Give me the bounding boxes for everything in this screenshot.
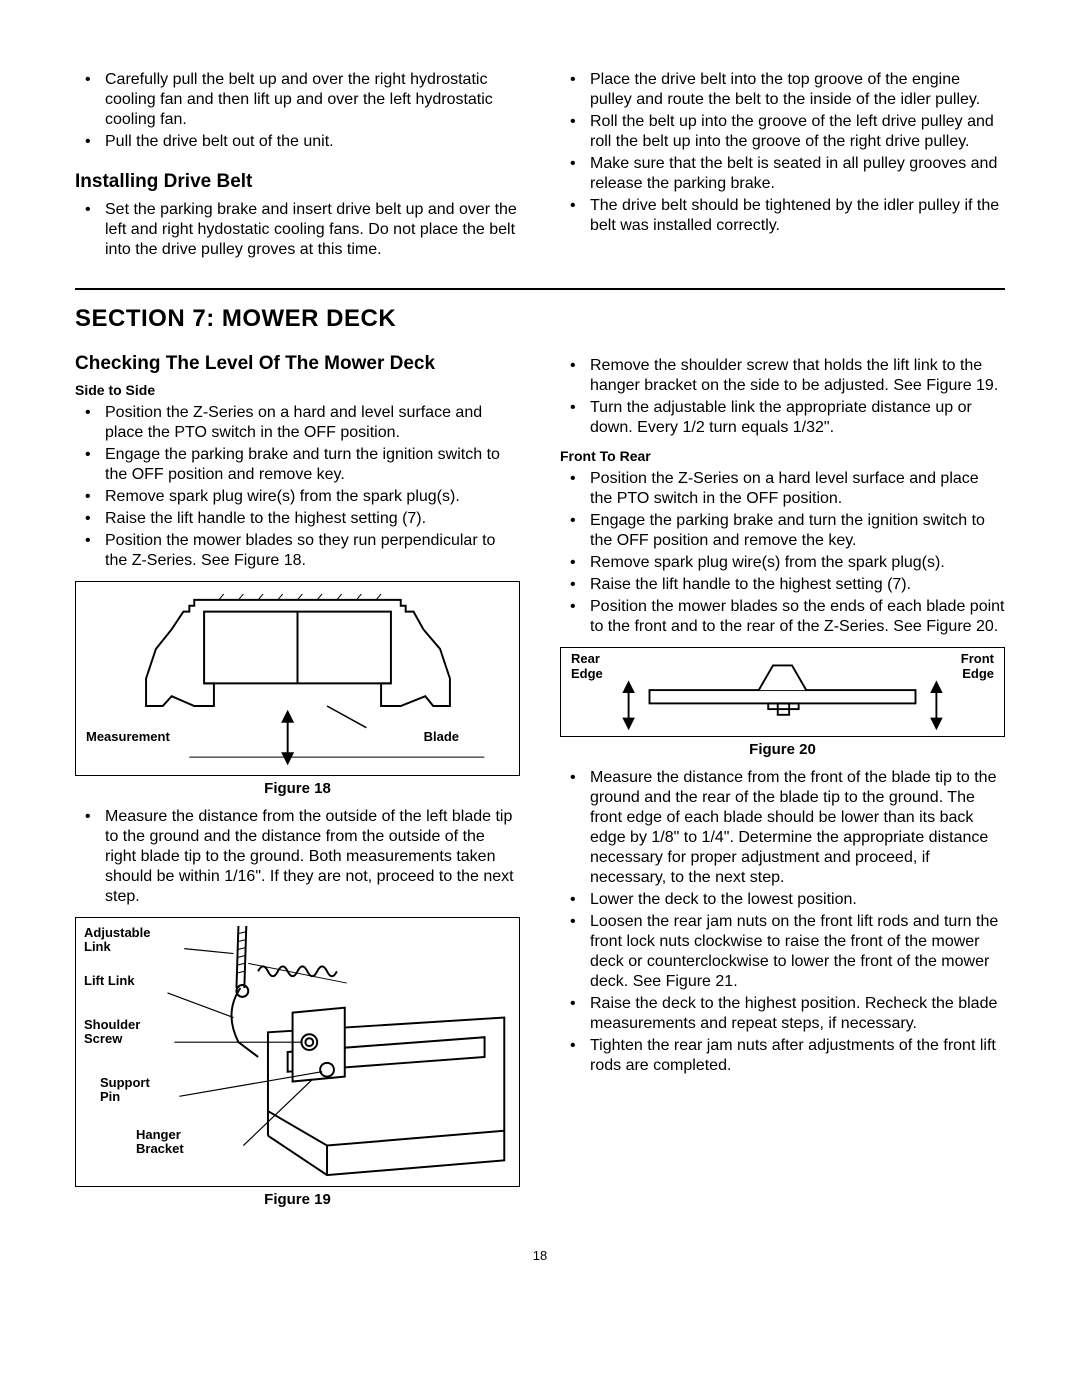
- fig19-shoulder-label: Shoulder Screw: [84, 1018, 154, 1047]
- list-item: Position the Z-Series on a hard level su…: [560, 469, 1005, 509]
- list-item: Remove the shoulder screw that holds the…: [560, 356, 1005, 396]
- front-to-rear-label: Front To Rear: [560, 448, 1005, 466]
- fig19-hanger-label: Hanger Bracket: [136, 1128, 206, 1157]
- front-list-after: Measure the distance from the front of t…: [560, 768, 1005, 1076]
- list-item: Measure the distance from the front of t…: [560, 768, 1005, 888]
- list-item: Make sure that the belt is seated in all…: [560, 154, 1005, 194]
- section-divider: [75, 288, 1005, 290]
- side-list: Position the Z-Series on a hard and leve…: [75, 403, 520, 571]
- checking-heading: Checking The Level Of The Mower Deck: [75, 352, 520, 376]
- top-left-list: Carefully pull the belt up and over the …: [75, 70, 520, 152]
- page-number: 18: [75, 1248, 1005, 1264]
- fig18-blade-label: Blade: [424, 729, 459, 745]
- side-to-side-label: Side to Side: [75, 382, 520, 400]
- list-item: Place the drive belt into the top groove…: [560, 70, 1005, 110]
- list-item: Loosen the rear jam nuts on the front li…: [560, 912, 1005, 992]
- figure-18-box: Measurement Blade: [75, 581, 520, 776]
- list-item: The drive belt should be tightened by th…: [560, 196, 1005, 236]
- list-item: Tighten the rear jam nuts after adjustme…: [560, 1036, 1005, 1076]
- top-left-col: Carefully pull the belt up and over the …: [75, 70, 520, 270]
- fig19-adjustable-label: Adjustable Link: [84, 926, 164, 955]
- list-item: Engage the parking brake and turn the ig…: [75, 445, 520, 485]
- figure-20-caption: Figure 20: [560, 741, 1005, 760]
- list-item: Lower the deck to the lowest position.: [560, 890, 1005, 910]
- installing-left-list: Set the parking brake and insert drive b…: [75, 200, 520, 260]
- list-item: Raise the lift handle to the highest set…: [75, 509, 520, 529]
- list-item: Pull the drive belt out of the unit.: [75, 132, 520, 152]
- section-title: SECTION 7: MOWER DECK: [75, 304, 1005, 334]
- figure-20-svg: [571, 654, 994, 730]
- list-item: Position the mower blades so the ends of…: [560, 597, 1005, 637]
- top-section: Carefully pull the belt up and over the …: [75, 70, 1005, 270]
- main-right-col: Remove the shoulder screw that holds the…: [560, 348, 1005, 1218]
- list-item: Carefully pull the belt up and over the …: [75, 70, 520, 130]
- figure-19-box: Adjustable Link Lift Link Shoulder Screw…: [75, 917, 520, 1187]
- list-item: Remove spark plug wire(s) from the spark…: [75, 487, 520, 507]
- after-fig18-list: Measure the distance from the outside of…: [75, 807, 520, 907]
- main-left-col: Checking The Level Of The Mower Deck Sid…: [75, 348, 520, 1218]
- right-top-list: Remove the shoulder screw that holds the…: [560, 356, 1005, 438]
- fig19-support-label: Support Pin: [100, 1076, 170, 1105]
- list-item: Remove spark plug wire(s) from the spark…: [560, 553, 1005, 573]
- main-section: Checking The Level Of The Mower Deck Sid…: [75, 348, 1005, 1218]
- list-item: Engage the parking brake and turn the ig…: [560, 511, 1005, 551]
- top-right-col: Place the drive belt into the top groove…: [560, 70, 1005, 270]
- list-item: Measure the distance from the outside of…: [75, 807, 520, 907]
- list-item: Roll the belt up into the groove of the …: [560, 112, 1005, 152]
- fig20-front-label: Front Edge: [944, 652, 994, 681]
- list-item: Set the parking brake and insert drive b…: [75, 200, 520, 260]
- installing-right-list: Place the drive belt into the top groove…: [560, 70, 1005, 236]
- front-list-before: Position the Z-Series on a hard level su…: [560, 469, 1005, 637]
- fig19-lift-label: Lift Link: [84, 974, 135, 988]
- fig18-measurement-label: Measurement: [86, 729, 170, 745]
- installing-heading: Installing Drive Belt: [75, 170, 520, 194]
- fig20-rear-label: Rear Edge: [571, 652, 621, 681]
- list-item: Raise the lift handle to the highest set…: [560, 575, 1005, 595]
- list-item: Position the mower blades so they run pe…: [75, 531, 520, 571]
- figure-20-box: Rear Edge Front Edge: [560, 647, 1005, 737]
- figure-18-caption: Figure 18: [75, 780, 520, 799]
- list-item: Position the Z-Series on a hard and leve…: [75, 403, 520, 443]
- list-item: Raise the deck to the highest position. …: [560, 994, 1005, 1034]
- list-item: Turn the adjustable link the appropriate…: [560, 398, 1005, 438]
- figure-19-caption: Figure 19: [75, 1191, 520, 1210]
